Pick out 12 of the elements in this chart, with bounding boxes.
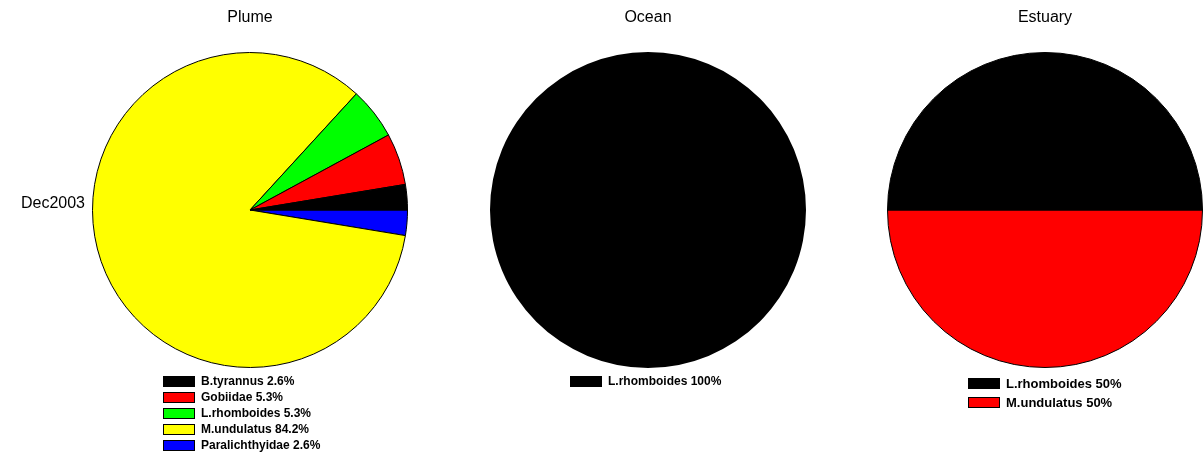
legend-label: M.undulatus 84.2%	[201, 421, 310, 437]
legend-label: Gobiidae 5.3%	[201, 389, 284, 405]
legend-label: L.rhomboides 100%	[608, 373, 722, 389]
legend-label: L.rhomboides 50%	[1006, 375, 1122, 393]
legend-label: Paralichthyidae 2.6%	[201, 437, 321, 453]
chart-title: Estuary	[1016, 8, 1074, 26]
chart-title: Plume	[226, 8, 274, 26]
text: Dec2003	[20, 194, 85, 212]
chart-title: Ocean	[623, 8, 673, 26]
legend-label: L.rhomboides 5.3%	[201, 405, 312, 421]
legend-label: M.undulatus 50%	[1006, 394, 1113, 412]
legend-label: B.tyrannus 2.6%	[201, 373, 295, 389]
